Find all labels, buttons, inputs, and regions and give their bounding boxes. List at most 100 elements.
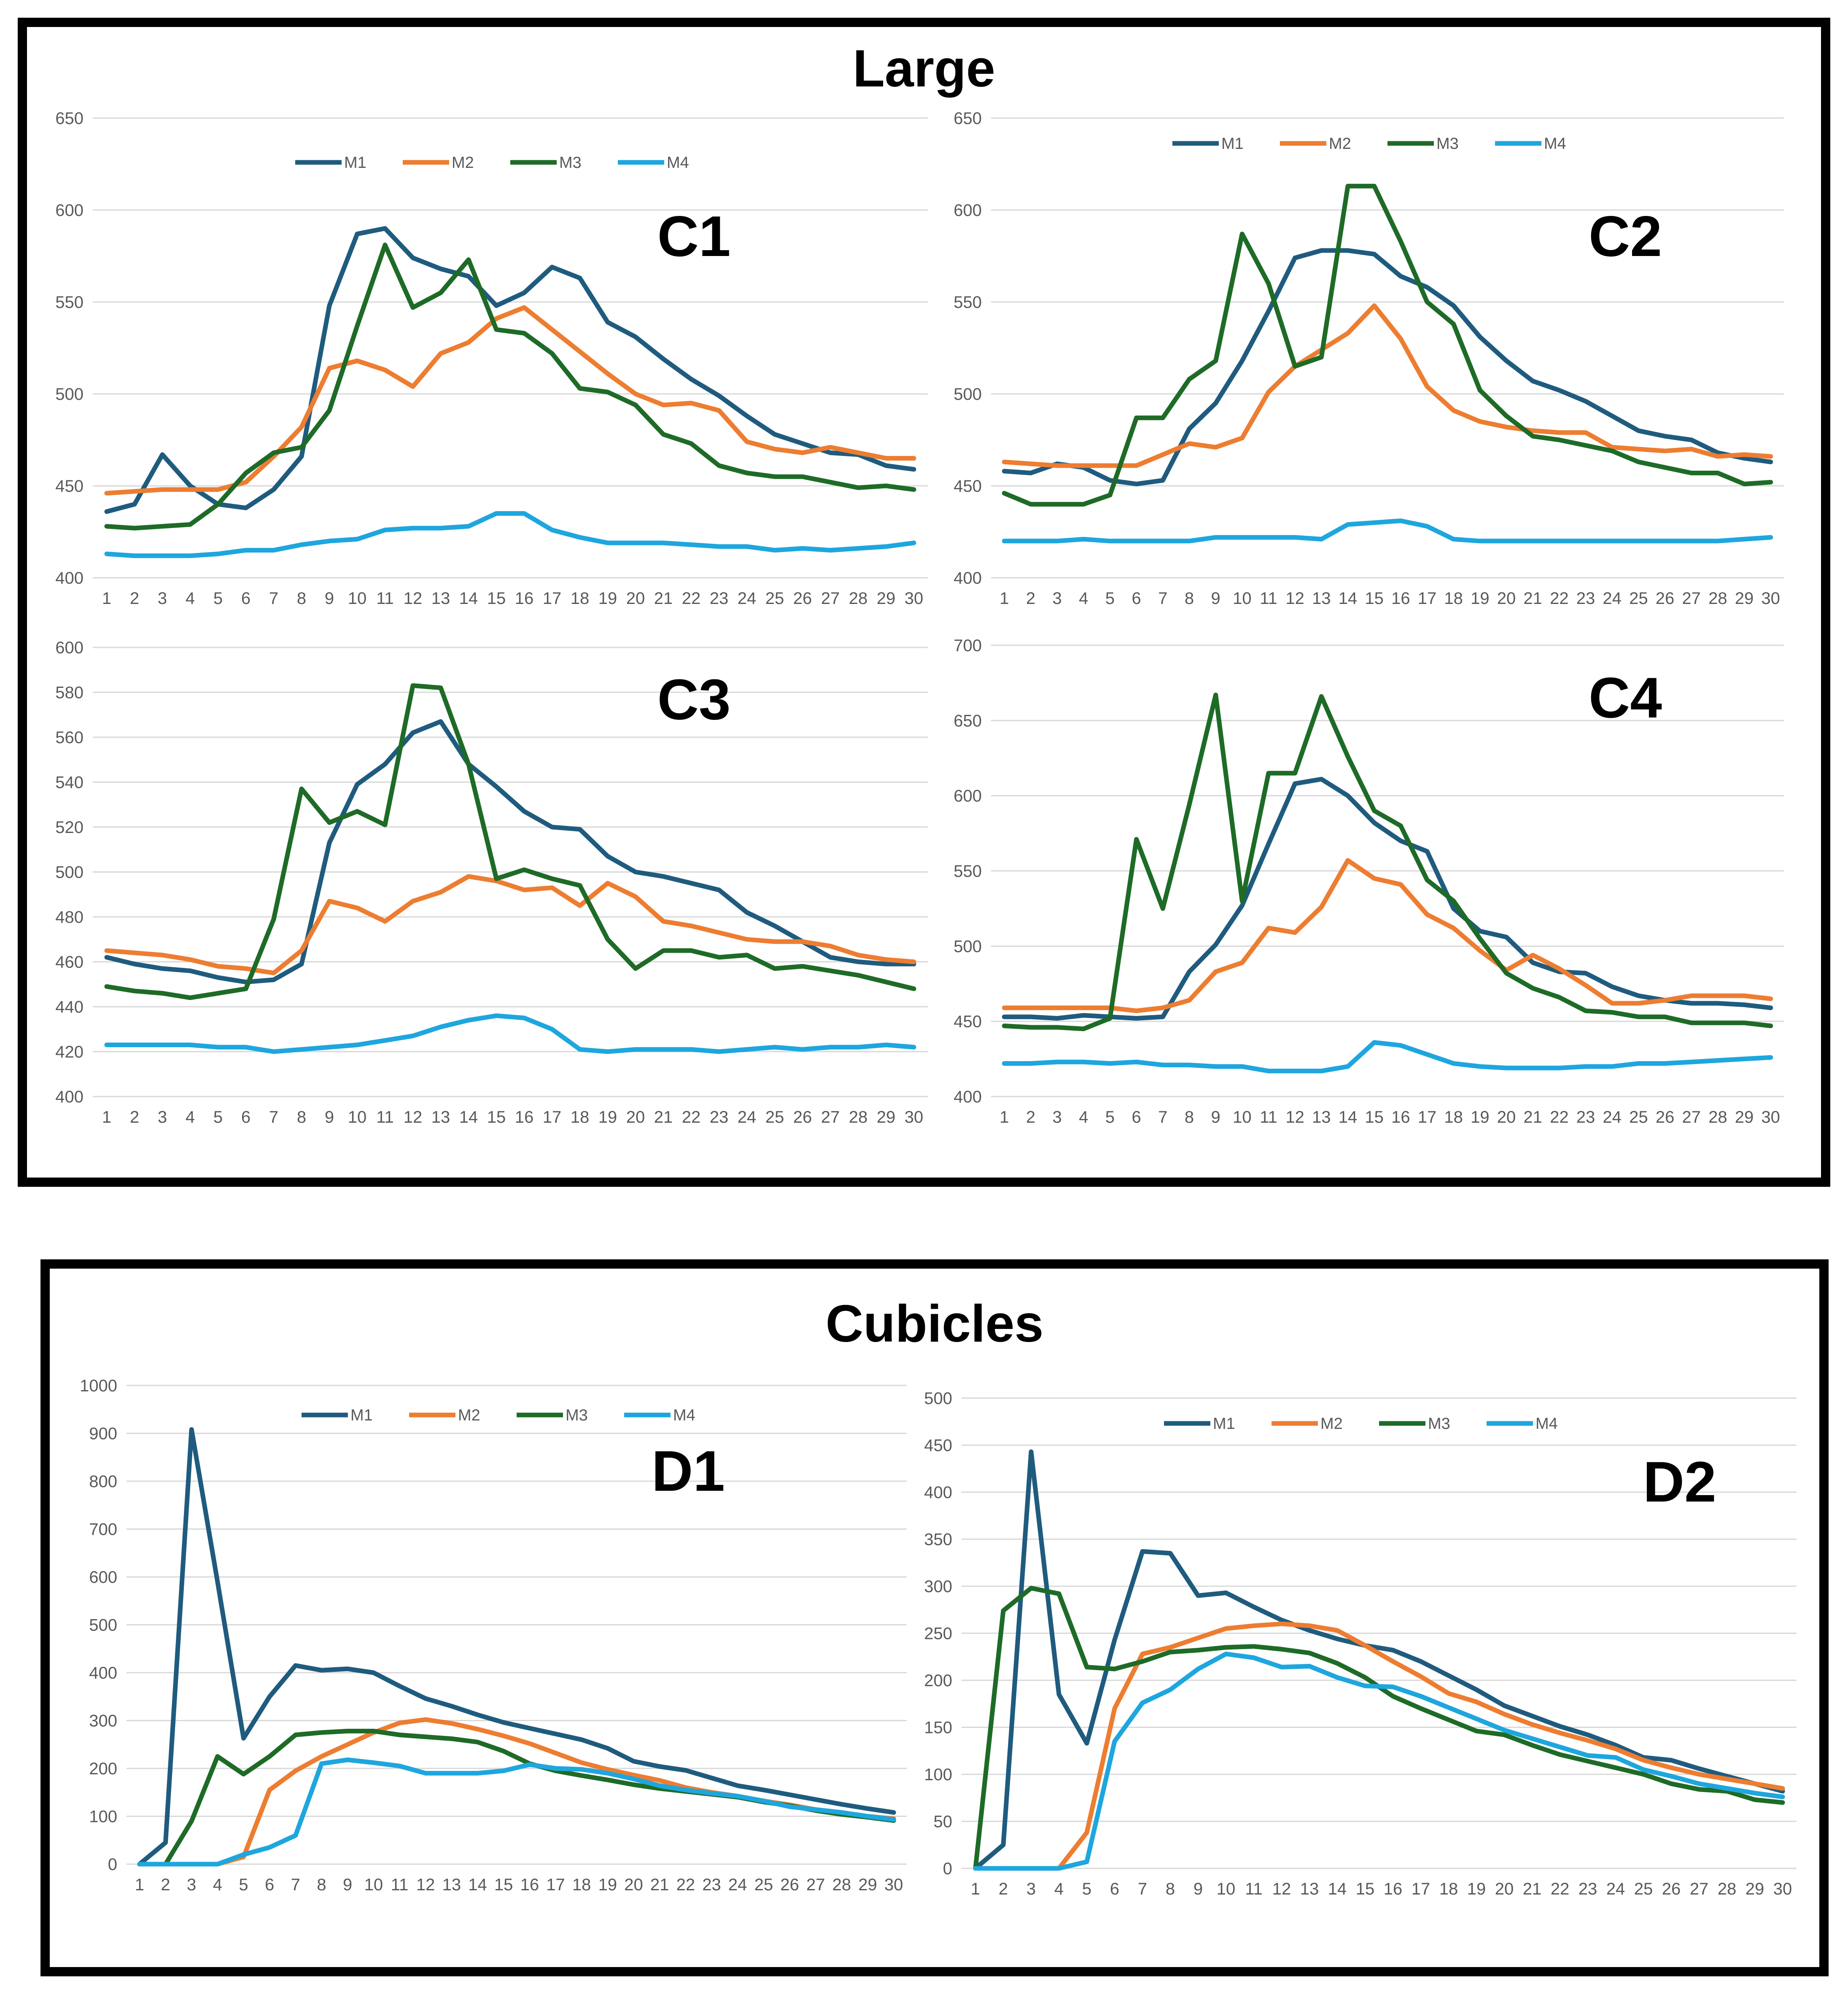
x-tick-label: 25 — [754, 1876, 773, 1894]
x-tick-label: 20 — [1495, 1880, 1514, 1898]
x-tick-label: 15 — [1365, 1108, 1384, 1127]
y-tick-label: 0 — [943, 1860, 952, 1878]
x-tick-label: 24 — [1603, 589, 1622, 608]
legend-label: M2 — [452, 154, 474, 172]
x-tick-label: 14 — [1339, 589, 1358, 608]
y-tick-label: 800 — [89, 1472, 117, 1491]
y-tick-label: 420 — [55, 1043, 84, 1062]
x-tick-label: 14 — [1339, 1108, 1358, 1127]
y-tick-label: 100 — [89, 1808, 117, 1826]
legend-label: M1 — [350, 1407, 373, 1424]
x-tick-label: 26 — [780, 1876, 799, 1894]
x-tick-label: 9 — [343, 1876, 352, 1894]
x-tick-label: 4 — [186, 589, 195, 608]
x-tick-label: 12 — [416, 1876, 435, 1894]
legend-label: M1 — [1213, 1415, 1235, 1433]
x-tick-label: 23 — [710, 589, 729, 608]
y-tick-label: 200 — [924, 1671, 952, 1690]
x-tick-label: 26 — [1662, 1880, 1681, 1898]
x-tick-label: 3 — [1053, 589, 1062, 608]
x-tick-label: 14 — [1328, 1880, 1347, 1898]
x-tick-label: 29 — [877, 589, 896, 608]
x-tick-label: 5 — [213, 589, 223, 608]
y-tick-label: 600 — [954, 787, 982, 806]
x-tick-label: 2 — [130, 1108, 139, 1127]
x-tick-label: 6 — [241, 589, 251, 608]
legend-label: M1 — [344, 154, 366, 172]
y-tick-label: 440 — [55, 998, 84, 1016]
y-tick-label: 200 — [89, 1760, 117, 1778]
x-tick-label: 7 — [269, 589, 278, 608]
x-tick-label: 24 — [1606, 1880, 1625, 1898]
chart-title: D2 — [1643, 1450, 1716, 1514]
x-tick-label: 22 — [682, 1108, 701, 1127]
y-tick-label: 500 — [924, 1389, 952, 1408]
x-tick-label: 16 — [520, 1876, 539, 1894]
x-tick-label: 17 — [546, 1876, 565, 1894]
y-tick-label: 0 — [108, 1855, 117, 1874]
series-line-m2 — [973, 1621, 1785, 1871]
x-tick-label: 4 — [213, 1876, 222, 1894]
x-tick-label: 20 — [1497, 1108, 1516, 1127]
x-tick-label: 16 — [515, 1108, 534, 1127]
legend-entry-m2: M2 — [403, 154, 474, 172]
x-tick-label: 21 — [1523, 1880, 1542, 1898]
series-line-m1 — [1002, 248, 1773, 487]
x-tick-label: 18 — [572, 1876, 591, 1894]
x-tick-label: 5 — [1105, 1108, 1115, 1127]
x-tick-label: 2 — [1026, 1108, 1035, 1127]
chart-title: C3 — [657, 667, 731, 731]
x-tick-label: 10 — [1217, 1880, 1236, 1898]
series-line-m4 — [104, 1013, 916, 1054]
series-line-m2 — [104, 305, 916, 496]
x-tick-label: 2 — [130, 589, 139, 608]
x-tick-label: 12 — [1285, 589, 1304, 608]
x-tick-label: 19 — [598, 589, 617, 608]
x-tick-label: 19 — [1467, 1880, 1486, 1898]
x-tick-label: 28 — [1718, 1880, 1737, 1898]
x-tick-label: 20 — [626, 1108, 645, 1127]
legend-label: M3 — [566, 1407, 588, 1424]
y-tick-label: 250 — [924, 1625, 952, 1643]
y-tick-label: 450 — [55, 477, 84, 496]
x-tick-label: 15 — [494, 1876, 513, 1894]
x-tick-label: 15 — [487, 1108, 506, 1127]
x-tick-label: 7 — [269, 1108, 278, 1127]
x-tick-label: 3 — [158, 589, 167, 608]
x-tick-label: 20 — [1497, 589, 1516, 608]
y-tick-label: 450 — [924, 1436, 952, 1455]
x-tick-label: 6 — [265, 1876, 274, 1894]
x-tick-label: 23 — [702, 1876, 721, 1894]
y-tick-label: 700 — [954, 636, 982, 655]
y-tick-label: 460 — [55, 953, 84, 972]
legend-entry-m4: M4 — [1487, 1415, 1558, 1433]
series-line-m2 — [104, 874, 916, 976]
x-tick-label: 10 — [1233, 589, 1252, 608]
x-tick-label: 20 — [624, 1876, 643, 1894]
x-tick-label: 24 — [1603, 1108, 1622, 1127]
x-tick-label: 26 — [793, 1108, 812, 1127]
x-tick-label: 12 — [404, 1108, 423, 1127]
x-tick-label: 10 — [1233, 1108, 1252, 1127]
y-tick-label: 1000 — [80, 1377, 117, 1395]
y-tick-label: 500 — [954, 385, 982, 404]
x-tick-label: 29 — [1746, 1880, 1764, 1898]
x-tick-label: 7 — [1138, 1880, 1147, 1898]
x-tick-label: 2 — [161, 1876, 170, 1894]
x-tick-label: 27 — [1682, 1108, 1701, 1127]
x-tick-label: 12 — [1285, 1108, 1304, 1127]
x-tick-label: 23 — [710, 1108, 729, 1127]
y-tick-label: 500 — [954, 937, 982, 956]
x-tick-label: 29 — [1735, 1108, 1754, 1127]
legend-label: M2 — [1320, 1415, 1343, 1433]
series-line-m1 — [104, 719, 916, 984]
x-tick-label: 14 — [459, 589, 478, 608]
y-tick-label: 700 — [89, 1520, 117, 1539]
x-tick-label: 30 — [905, 589, 924, 608]
x-tick-label: 13 — [442, 1876, 461, 1894]
y-tick-label: 650 — [954, 711, 982, 730]
x-tick-label: 5 — [1082, 1880, 1091, 1898]
x-tick-label: 1 — [102, 589, 111, 608]
